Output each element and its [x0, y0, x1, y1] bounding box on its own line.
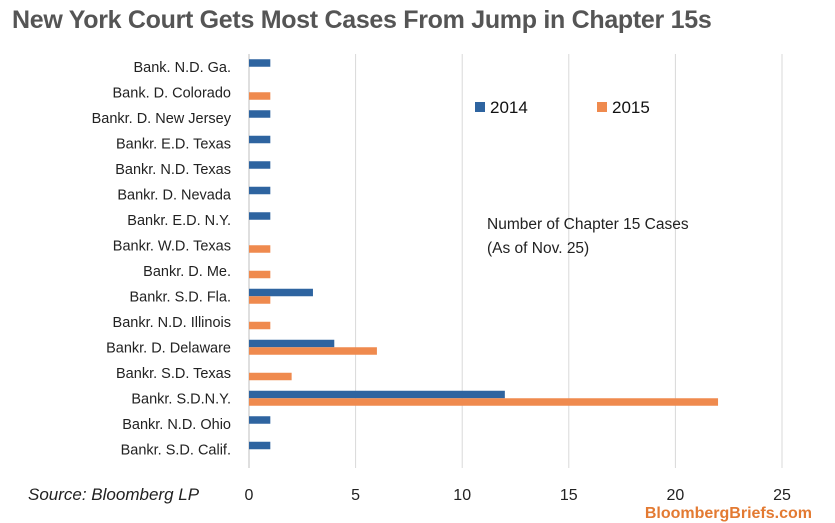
- chart-title: New York Court Gets Most Cases From Jump…: [12, 6, 712, 34]
- bar-2014: [249, 59, 271, 67]
- category-label: Bankr. E.D. Texas: [116, 136, 231, 152]
- bar-2015: [249, 245, 271, 253]
- bar-2014: [249, 110, 271, 118]
- category-label: Bankr. E.D. N.Y.: [127, 213, 231, 229]
- x-tick-label: 20: [667, 487, 685, 504]
- x-tick-label: 0: [245, 487, 254, 504]
- bar-2014: [249, 416, 271, 424]
- bar-2015: [249, 270, 271, 279]
- bar-2015: [249, 347, 377, 355]
- category-label: Bankr. N.D. Texas: [115, 162, 231, 178]
- category-labels: Bank. N.D. Ga. Bank. D. Colorado Bankr. D.…: [92, 60, 232, 459]
- bar-2015: [249, 296, 271, 304]
- category-label: Bankr. D. Delaware: [106, 340, 231, 356]
- legend-swatch-2014: [475, 102, 485, 112]
- bar-2014: [249, 390, 505, 399]
- bar-2015: [249, 321, 271, 330]
- category-label: Bankr. N.D. Illinois: [113, 315, 231, 331]
- bar-2014: [249, 288, 313, 297]
- x-tick-label: 25: [773, 487, 791, 504]
- category-label: Bankr. D. Me.: [143, 264, 231, 280]
- bar-2014: [249, 161, 271, 169]
- bar-2015: [249, 398, 719, 406]
- x-tick-labels: 0 5 10 15 20 25: [245, 487, 791, 504]
- bars: [249, 59, 719, 450]
- annotation-line-2: (As of Nov. 25): [487, 240, 589, 257]
- legend: 2014 2015: [475, 98, 650, 117]
- source-note: Source: Bloomberg LP: [28, 485, 200, 504]
- legend-label-2014: 2014: [490, 98, 528, 117]
- brand-watermark: BloombergBriefs.com: [645, 505, 812, 522]
- bar-2015: [249, 372, 292, 381]
- category-label: Bank. D. Colorado: [113, 85, 231, 101]
- category-label: Bankr. S.D. Texas: [116, 366, 231, 382]
- bar-2014: [249, 186, 271, 195]
- legend-swatch-2015: [597, 102, 607, 112]
- legend-label-2015: 2015: [612, 98, 650, 117]
- bar-2015: [249, 92, 271, 100]
- bar-2014: [249, 441, 271, 450]
- category-label: Bankr. W.D. Texas: [113, 238, 231, 254]
- bar-2014: [249, 135, 271, 144]
- x-tick-label: 15: [560, 487, 578, 504]
- category-label: Bankr. D. Nevada: [117, 187, 232, 203]
- x-tick-label: 10: [453, 487, 471, 504]
- category-label: Bankr. N.D. Ohio: [122, 417, 231, 433]
- category-label: Bank. N.D. Ga.: [133, 60, 231, 76]
- x-tick-label: 5: [351, 487, 360, 504]
- category-label: Bankr. D. New Jersey: [92, 111, 232, 127]
- category-label: Bankr. S.D. Calif.: [121, 442, 231, 458]
- bar-2014: [249, 339, 335, 348]
- bar-2014: [249, 212, 271, 220]
- category-label: Bankr. S.D.N.Y.: [131, 391, 231, 407]
- category-label: Bankr. S.D. Fla.: [129, 289, 231, 305]
- annotation-line-1: Number of Chapter 15 Cases: [487, 216, 689, 233]
